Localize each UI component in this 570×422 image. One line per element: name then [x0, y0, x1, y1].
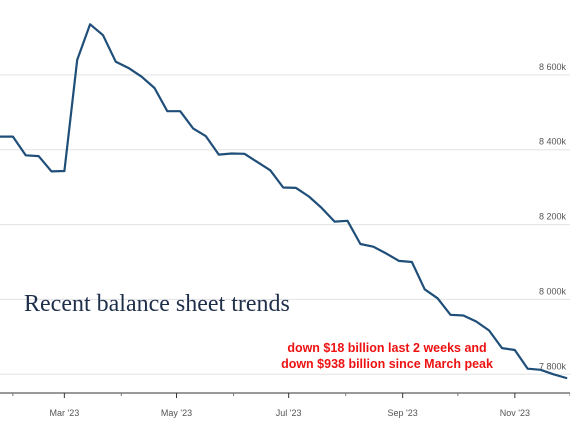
x-tick-label: Mar '23: [49, 408, 79, 418]
y-axis-labels: 7 800k 8 000k 8 200k 8 400k 8 600k: [539, 62, 567, 371]
annotation-line-1: down $18 billion last 2 weeks and: [287, 341, 486, 355]
x-axis-labels: Mar '23 May '23 Jul '23 Sep '23 Nov '23: [49, 408, 529, 418]
x-tick-label: Jul '23: [276, 408, 302, 418]
grid-lines: [0, 74, 570, 375]
x-tick-label: May '23: [161, 408, 192, 418]
y-tick-label: 8 600k: [539, 62, 567, 72]
annotation-line-2: down $938 billion since March peak: [281, 357, 493, 371]
chart-title: Recent balance sheet trends: [24, 291, 290, 317]
series-line: [0, 23, 568, 380]
x-axis-ticks: [12, 393, 570, 398]
x-tick-label: Sep '23: [388, 408, 418, 418]
x-tick-label: Nov '23: [500, 408, 530, 418]
y-tick-label: 8 200k: [539, 212, 567, 222]
y-tick-label: 8 000k: [539, 286, 567, 296]
y-tick-label: 7 800k: [539, 361, 567, 371]
y-tick-label: 8 400k: [539, 137, 567, 147]
